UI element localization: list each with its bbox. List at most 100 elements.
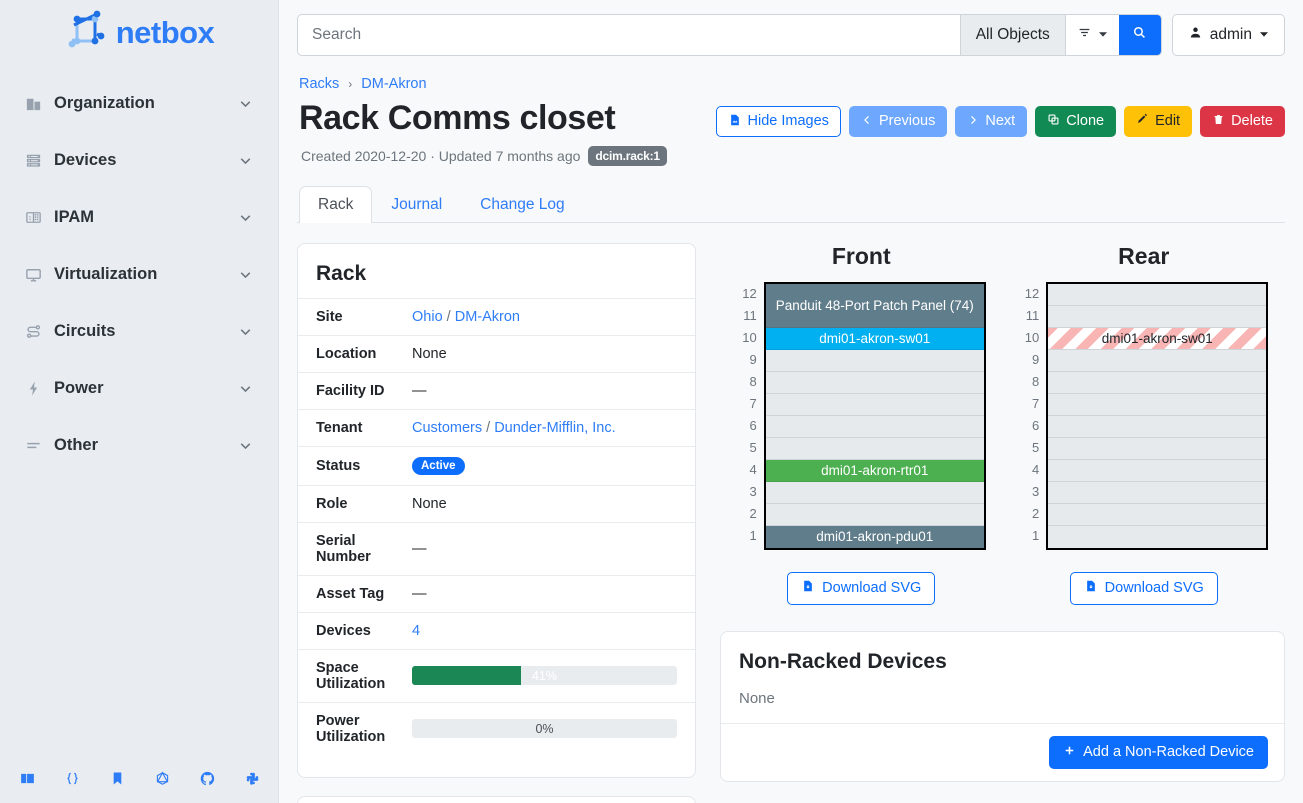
unit-label: 2 bbox=[749, 506, 757, 522]
search-filter-button[interactable] bbox=[1064, 15, 1119, 55]
book-icon[interactable] bbox=[19, 770, 36, 787]
transit-connection-icon bbox=[24, 322, 50, 341]
rack-unit-empty[interactable] bbox=[765, 481, 984, 504]
download-svg-button-rear[interactable]: Download SVG bbox=[1069, 571, 1218, 605]
breadcrumb-item-racks[interactable]: Racks bbox=[299, 76, 340, 92]
site-link[interactable]: DM-Akron bbox=[454, 308, 520, 325]
chevron-down-icon[interactable] bbox=[237, 266, 254, 283]
brand-logo[interactable]: netbox bbox=[0, 0, 278, 75]
search-input[interactable] bbox=[298, 15, 960, 55]
row-value: 41% bbox=[406, 648, 695, 703]
chevron-down-icon[interactable] bbox=[237, 323, 254, 340]
bookmark-icon[interactable] bbox=[109, 770, 126, 787]
tenant-group-link[interactable]: Customers bbox=[412, 419, 483, 436]
delete-button[interactable]: Delete bbox=[1200, 106, 1285, 137]
rack-unit-empty[interactable] bbox=[765, 503, 984, 526]
search-submit-button[interactable] bbox=[1118, 15, 1161, 55]
github-icon[interactable] bbox=[199, 770, 216, 787]
rack-unit-empty[interactable] bbox=[765, 393, 984, 416]
rack-unit-empty[interactable] bbox=[765, 349, 984, 372]
sidebar-item-ipam[interactable]: 1 IPAM bbox=[18, 189, 260, 246]
search-scope-dropdown[interactable]: All Objects bbox=[959, 15, 1065, 55]
rack-unit-empty[interactable] bbox=[1048, 525, 1267, 548]
sidebar-item-label: Organization bbox=[54, 94, 155, 112]
sidebar-item-circuits[interactable]: Circuits bbox=[18, 303, 260, 360]
row-value: None bbox=[406, 334, 695, 373]
rack-unit-empty[interactable] bbox=[1048, 305, 1267, 328]
edit-button[interactable]: Edit bbox=[1124, 106, 1193, 137]
download-svg-label: Download SVG bbox=[1104, 580, 1204, 597]
sidebar-item-devices[interactable]: Devices bbox=[18, 132, 260, 189]
rack-unit-empty[interactable] bbox=[765, 415, 984, 438]
tab-journal[interactable]: Journal bbox=[391, 195, 443, 213]
unit-label: 6 bbox=[749, 418, 757, 434]
chevron-down-icon[interactable] bbox=[237, 152, 254, 169]
card-spacer bbox=[298, 755, 695, 777]
device-count-link[interactable]: 4 bbox=[412, 622, 421, 639]
add-non-racked-device-button[interactable]: Add a Non-Racked Device bbox=[1049, 735, 1268, 769]
front-download-row: Download SVG bbox=[787, 550, 936, 605]
chevron-down-icon[interactable] bbox=[237, 209, 254, 226]
rack-unit-empty[interactable] bbox=[1048, 393, 1267, 416]
rack-device-sw01[interactable]: dmi01-akron-sw01 bbox=[765, 327, 984, 350]
table-row: Site Ohio / DM-Akron bbox=[298, 297, 695, 336]
sidebar-item-other[interactable]: Other bbox=[18, 417, 260, 474]
rack-device-pdu01[interactable]: dmi01-akron-pdu01 bbox=[765, 525, 984, 548]
unit-label: 10 bbox=[742, 330, 757, 346]
unit-label: 6 bbox=[1032, 418, 1040, 434]
row-value: — bbox=[406, 574, 695, 613]
sidebar-item-organization[interactable]: Organization bbox=[18, 75, 260, 132]
non-racked-empty-text: None bbox=[739, 689, 775, 707]
site-region-link[interactable]: Ohio bbox=[412, 308, 443, 325]
unit-label: 3 bbox=[1032, 484, 1040, 500]
row-key: Location bbox=[298, 334, 406, 373]
front-elevation-title: Front bbox=[831, 242, 891, 269]
chevron-down-icon[interactable] bbox=[237, 437, 254, 454]
slack-icon[interactable] bbox=[244, 770, 261, 787]
curly-braces-icon[interactable] bbox=[64, 770, 81, 787]
table-row: Tenant Customers / Dunder-Mifflin, Inc. bbox=[298, 408, 695, 447]
rack-device-patch-panel[interactable]: Panduit 48-Port Patch Panel (74) bbox=[765, 283, 984, 328]
netbox-mark-icon bbox=[64, 8, 108, 57]
right-column: Front 12 11 10 9 8 7 6 5 4 bbox=[720, 243, 1285, 803]
rear-rack-wrap: 12 11 10 9 8 7 6 5 4 3 2 bbox=[1019, 281, 1269, 550]
download-svg-button-front[interactable]: Download SVG bbox=[787, 571, 936, 605]
rack-unit-empty[interactable] bbox=[1048, 283, 1267, 306]
tab-change-log[interactable]: Change Log bbox=[480, 195, 565, 213]
user-menu-button[interactable]: admin bbox=[1171, 14, 1285, 56]
rack-unit-empty[interactable] bbox=[1048, 437, 1267, 460]
sidebar-item-power[interactable]: Power bbox=[18, 360, 260, 417]
chevron-down-icon[interactable] bbox=[237, 380, 254, 397]
tab-rack[interactable]: Rack bbox=[299, 185, 373, 223]
next-button[interactable]: Next bbox=[955, 106, 1028, 137]
clone-button[interactable]: Clone bbox=[1035, 106, 1117, 137]
sidebar-nav: Organization bbox=[0, 75, 278, 474]
sidebar-item-virtualization[interactable]: Virtualization bbox=[18, 246, 260, 303]
unit-label: 3 bbox=[749, 484, 757, 500]
tenant-link[interactable]: Dunder-Mifflin, Inc. bbox=[494, 419, 616, 436]
main-content: All Objects bbox=[279, 0, 1303, 803]
rack-unit-empty[interactable] bbox=[1048, 481, 1267, 504]
previous-button[interactable]: Previous bbox=[848, 106, 948, 137]
row-value: None bbox=[406, 484, 695, 523]
rack-device-rtr01[interactable]: dmi01-akron-rtr01 bbox=[765, 459, 984, 482]
chevron-down-icon[interactable] bbox=[237, 95, 254, 112]
sidebar-item-label: Circuits bbox=[54, 322, 116, 340]
rack-unit-empty[interactable] bbox=[765, 437, 984, 460]
rack-unit-empty[interactable] bbox=[1048, 503, 1267, 526]
rack-unit-empty[interactable] bbox=[1048, 415, 1267, 438]
rack-unit-empty[interactable] bbox=[1048, 459, 1267, 482]
breadcrumb-item-dm-akron[interactable]: DM-Akron bbox=[361, 76, 427, 92]
rack-info-card: Rack Site Ohio / DM-Akron Location None bbox=[297, 242, 696, 778]
rack-unit-empty[interactable] bbox=[1048, 371, 1267, 394]
table-row: Location None bbox=[298, 334, 695, 373]
filter-icon bbox=[1077, 25, 1092, 45]
hide-images-button[interactable]: Hide Images bbox=[715, 106, 841, 137]
rack-unit-empty[interactable] bbox=[1048, 349, 1267, 372]
row-value: — bbox=[406, 371, 695, 410]
copy-icon bbox=[1047, 113, 1060, 130]
graphql-icon[interactable] bbox=[154, 770, 171, 787]
non-racked-footer: Add a Non-Racked Device bbox=[721, 722, 1284, 781]
rack-unit-empty[interactable] bbox=[765, 371, 984, 394]
rack-device-sw01-rear[interactable]: dmi01-akron-sw01 bbox=[1048, 327, 1267, 350]
